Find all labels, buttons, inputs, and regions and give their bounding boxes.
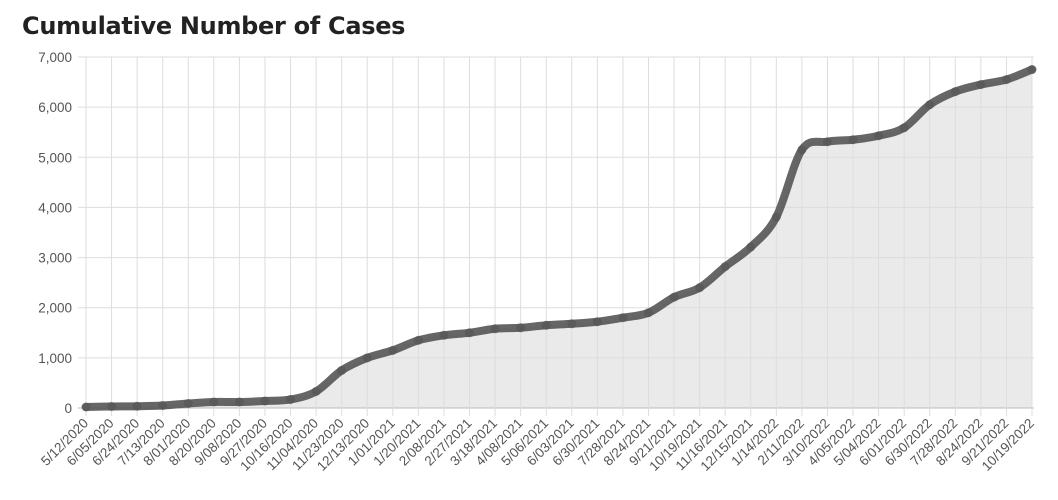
data-point [771,212,781,222]
data-point [234,397,244,407]
data-point [81,402,91,412]
data-point [541,320,551,330]
data-point [337,365,347,375]
data-point [1027,65,1037,75]
data-point [132,401,142,411]
data-point [567,319,577,329]
y-tick-label: 4,000 [38,200,72,215]
y-tick-label: 7,000 [38,50,72,65]
data-point [107,401,117,411]
data-point [158,400,168,410]
data-point [286,394,296,404]
data-point [925,100,935,110]
data-point [362,353,372,363]
area-fill [86,69,1032,409]
data-point [746,242,756,252]
data-point [899,123,909,133]
data-point [311,386,321,396]
data-point [874,131,884,141]
data-point [1001,75,1011,85]
y-tick-label: 3,000 [38,251,72,266]
chart-title: Cumulative Number of Cases [22,12,406,40]
data-point [797,145,807,155]
data-point [669,292,679,302]
y-tick-label: 2,000 [38,301,72,316]
data-point [516,323,526,333]
data-point [388,345,398,355]
data-point [260,396,270,406]
data-point [592,317,602,327]
data-point [413,335,423,345]
data-point [465,328,475,338]
y-tick-label: 1,000 [38,351,72,366]
y-tick-label: 6,000 [38,100,72,115]
data-point [848,135,858,145]
data-point [439,330,449,340]
y-tick-label: 0 [64,401,72,416]
y-tick-label: 5,000 [38,150,72,165]
data-point [720,262,730,272]
data-point [976,80,986,90]
data-point [209,397,219,407]
data-point [950,87,960,97]
data-point [490,324,500,334]
data-point [822,137,832,147]
data-point [183,398,193,408]
data-point [695,283,705,293]
data-point [618,313,628,323]
data-point [643,308,653,318]
